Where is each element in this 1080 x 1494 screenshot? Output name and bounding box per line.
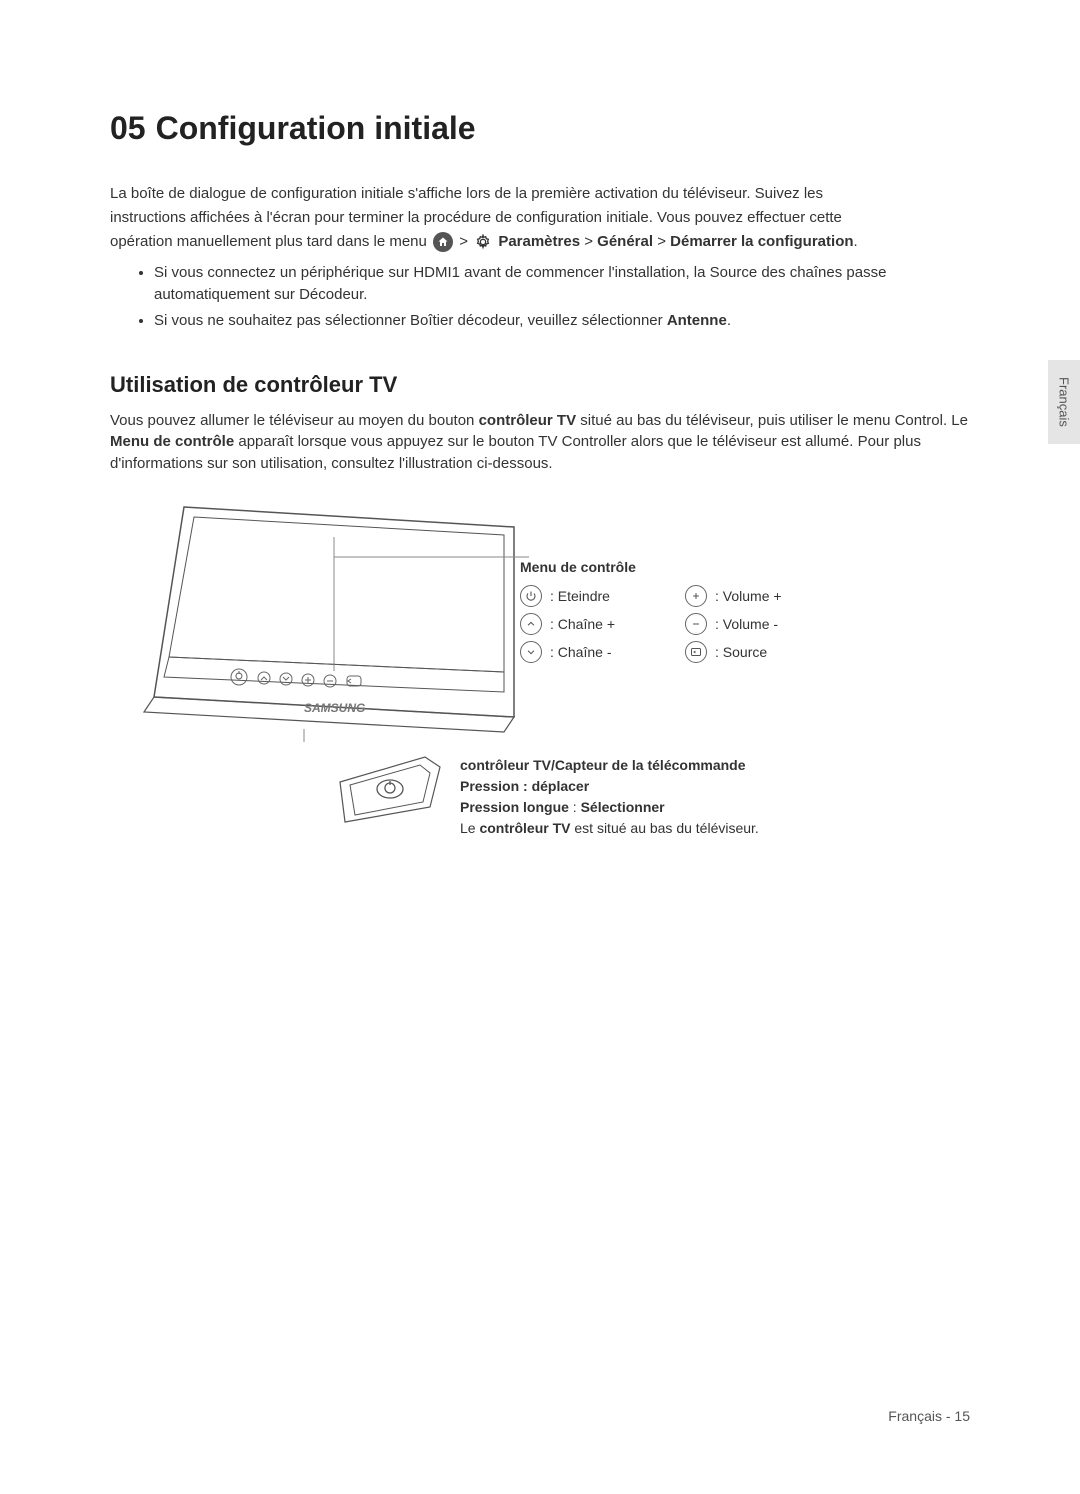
bullet-2: Si vous ne souhaitez pas sélectionner Bo…: [154, 310, 970, 332]
section-number: 05: [110, 110, 146, 146]
tv-illustration: SAMSUNG: [134, 497, 534, 757]
controller-illustration: [335, 747, 445, 827]
menu-item-voldown: : Volume -: [685, 613, 782, 635]
section-title: 05 Configuration initiale: [110, 110, 970, 147]
sub-paragraph: Vous pouvez allumer le téléviseur au moy…: [110, 410, 970, 475]
breadcrumb-sep-2: >: [580, 233, 597, 250]
menu-item-volup: : Volume +: [685, 585, 782, 607]
controller-line-1: contrôleur TV/Capteur de la télécommande: [460, 755, 759, 776]
chevron-up-icon: [520, 613, 542, 635]
page-footer: Français - 15: [888, 1408, 970, 1424]
menu-item-source-label: : Source: [715, 644, 767, 660]
controller-line-3-sep: :: [569, 799, 581, 815]
menu-item-chup: : Chaîne +: [520, 613, 615, 635]
sub-para-pre: Vous pouvez allumer le téléviseur au moy…: [110, 412, 479, 429]
bullet-1: Si vous connectez un périphérique sur HD…: [154, 262, 970, 306]
breadcrumb-sep-3: >: [653, 233, 670, 250]
controller-line-3: Pression longue : Sélectionner: [460, 797, 759, 818]
breadcrumb-sep-1: >: [455, 233, 472, 250]
breadcrumb-parametres: Paramètres: [498, 233, 580, 250]
power-icon: [520, 585, 542, 607]
home-icon: [433, 232, 453, 252]
plus-icon: [685, 585, 707, 607]
menu-item-power-label: : Eteindre: [550, 588, 610, 604]
intro-line-3-pre: opération manuellement plus tard dans le…: [110, 233, 431, 250]
language-tab: Français: [1048, 360, 1080, 444]
menu-item-voldown-label: : Volume -: [715, 616, 778, 632]
menu-title: Menu de contrôle: [520, 559, 782, 575]
intro-line-3: opération manuellement plus tard dans le…: [110, 231, 970, 253]
breadcrumb-demarrer: Démarrer la configuration: [670, 233, 853, 250]
sub-para-bold2: Menu de contrôle: [110, 433, 234, 450]
controller-line-4-pre: Le: [460, 820, 479, 836]
minus-icon: [685, 613, 707, 635]
gear-icon: [474, 233, 492, 251]
intro-line-2: instructions affichées à l'écran pour te…: [110, 207, 970, 229]
sub-para-bold1: contrôleur TV: [479, 412, 577, 429]
bullet-list: Si vous connectez un périphérique sur HD…: [110, 262, 970, 331]
bullet-2-period: .: [727, 312, 731, 329]
breadcrumb-general: Général: [597, 233, 653, 250]
menu-labels: Menu de contrôle : Eteindre : Volume + :…: [520, 559, 782, 663]
controller-line-4-post: est situé au bas du téléviseur.: [570, 820, 758, 836]
intro-period: .: [854, 233, 858, 250]
source-icon: [685, 641, 707, 663]
diagram-area: SAMSUNG Menu de contrôle: [110, 497, 970, 857]
controller-line-2: Pression : déplacer: [460, 776, 759, 797]
controller-labels: contrôleur TV/Capteur de la télécommande…: [460, 755, 759, 839]
menu-item-source: : Source: [685, 641, 782, 663]
menu-item-chup-label: : Chaîne +: [550, 616, 615, 632]
chevron-down-icon: [520, 641, 542, 663]
subheading: Utilisation de contrôleur TV: [110, 372, 970, 398]
controller-line-4: Le contrôleur TV est situé au bas du tél…: [460, 818, 759, 839]
menu-item-chdown-label: : Chaîne -: [550, 644, 611, 660]
controller-line-4-bold: contrôleur TV: [479, 820, 570, 836]
menu-item-volup-label: : Volume +: [715, 588, 782, 604]
language-tab-label: Français: [1057, 377, 1072, 427]
menu-item-power: : Eteindre: [520, 585, 615, 607]
intro-line-1: La boîte de dialogue de configuration in…: [110, 183, 970, 205]
section-title-text: Configuration initiale: [156, 110, 476, 146]
sub-para-mid: situé au bas du téléviseur, puis utilise…: [576, 412, 968, 429]
menu-item-chdown: : Chaîne -: [520, 641, 615, 663]
controller-line-3a: Pression longue: [460, 799, 569, 815]
tv-brand-text: SAMSUNG: [304, 701, 365, 715]
bullet-2-bold: Antenne: [667, 312, 727, 329]
bullet-2-pre: Si vous ne souhaitez pas sélectionner Bo…: [154, 312, 667, 329]
controller-line-3b: Sélectionner: [581, 799, 665, 815]
